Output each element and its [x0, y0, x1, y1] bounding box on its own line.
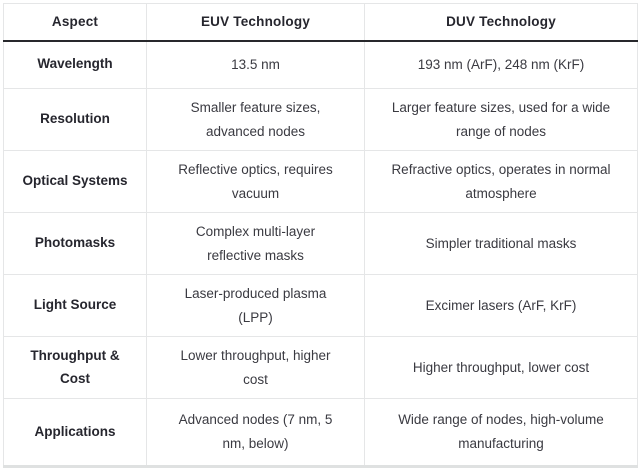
euv-value-cell: Smaller feature sizes, advanced nodes [146, 88, 365, 151]
euv-value-cell: 13.5 nm [146, 40, 365, 89]
euv-duv-comparison-table: Aspect EUV Technology DUV Technology Wav… [3, 3, 638, 468]
table-row: Light Source Laser-produced plasma (LPP) E… [3, 274, 638, 337]
table-row: Optical Systems Reflective optics, requir… [3, 150, 638, 213]
header-row: Aspect EUV Technology DUV Technology [3, 3, 638, 42]
euv-value-cell: Lower throughput, higher cost [146, 336, 365, 399]
aspect-label: Applications [3, 398, 147, 468]
euv-value-cell: Reflective optics, requires vacuum [146, 150, 365, 213]
duv-value-cell: Simpler traditional masks [364, 212, 638, 275]
euv-value-cell: Complex multi-layer reflective masks [146, 212, 365, 275]
aspect-label: Photomasks [3, 212, 147, 275]
duv-value-cell: 193 nm (ArF), 248 nm (KrF) [364, 40, 638, 89]
duv-value-cell: Larger feature sizes, used for a wide ra… [364, 88, 638, 151]
table-row: Throughput & Cost Lower throughput, highe… [3, 336, 638, 399]
euv-value-cell: Laser-produced plasma (LPP) [146, 274, 365, 337]
table-body: Wavelength 13.5 nm 193 nm (ArF), 248 nm (K… [3, 40, 638, 468]
table-row: Photomasks Complex multi-layer reflective… [3, 212, 638, 275]
duv-value-cell: Higher throughput, lower cost [364, 336, 638, 399]
column-header-duv: DUV Technology [364, 3, 638, 42]
duv-value-cell: Refractive optics, operates in normal at… [364, 150, 638, 213]
table-row: Resolution Smaller feature sizes, advance… [3, 88, 638, 151]
table-row: Wavelength 13.5 nm 193 nm (ArF), 248 nm (K… [3, 40, 638, 89]
table-row: Applications Advanced nodes (7 nm, 5 nm, … [3, 398, 638, 468]
aspect-label: Resolution [3, 88, 147, 151]
aspect-label: Light Source [3, 274, 147, 337]
column-header-aspect: Aspect [3, 3, 147, 42]
euv-value-cell: Advanced nodes (7 nm, 5 nm, below) [146, 398, 365, 468]
aspect-label: Wavelength [3, 40, 147, 89]
column-header-euv: EUV Technology [146, 3, 365, 42]
duv-value-cell: Excimer lasers (ArF, KrF) [364, 274, 638, 337]
aspect-label: Throughput & Cost [3, 336, 147, 399]
duv-value-cell: Wide range of nodes, high-volume manufac… [364, 398, 638, 468]
aspect-label: Optical Systems [3, 150, 147, 213]
